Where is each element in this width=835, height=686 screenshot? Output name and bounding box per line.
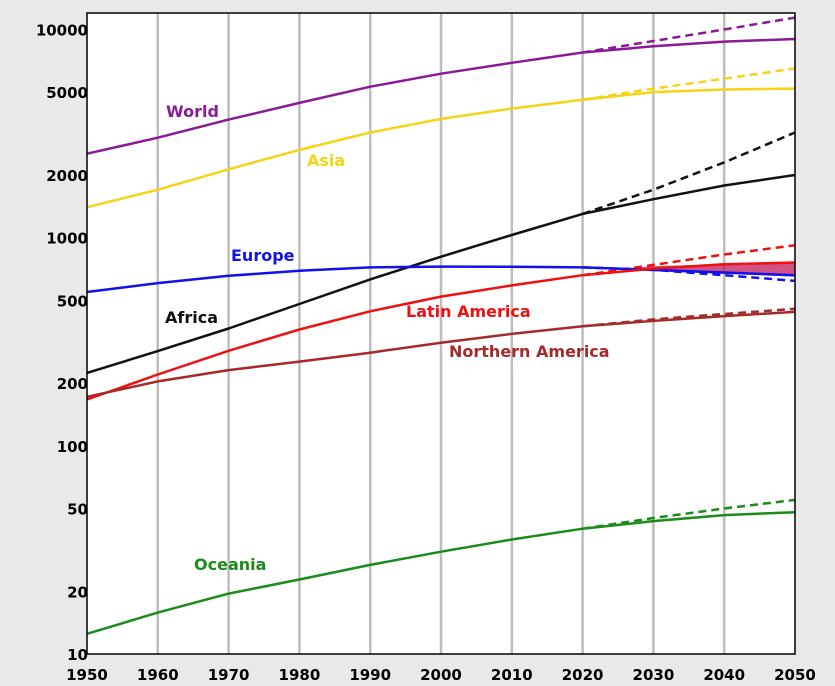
x-tick-label-1960: 1960	[137, 666, 179, 684]
series-label-oceania: Oceania	[194, 555, 266, 574]
plot-frame	[86, 12, 796, 655]
series-projection-high-oceania	[582, 498, 796, 530]
x-tick-label-1980: 1980	[279, 666, 321, 684]
series-label-latin-america: Latin America	[406, 302, 531, 321]
series-projection-low-europe	[582, 266, 796, 283]
series-projection-high-africa	[582, 131, 796, 216]
x-tick-label-2010: 2010	[491, 666, 533, 684]
x-tick-label-1990: 1990	[349, 666, 391, 684]
y-tick-label-20: 20	[67, 583, 88, 601]
x-tick-label-2050: 2050	[774, 666, 816, 684]
series-line-oceania	[86, 510, 796, 635]
series-label-africa: Africa	[165, 308, 218, 327]
series-labels: World Asia Africa Europe Latin America Northe…	[165, 102, 610, 574]
y-tick-label-2000: 2000	[46, 167, 88, 185]
y-tick-label-10: 10	[67, 646, 88, 664]
series-line-world	[86, 37, 796, 155]
series-line-northern-america	[86, 310, 796, 399]
series-label-europe: Europe	[231, 246, 295, 265]
series-label-world: World	[166, 102, 219, 121]
y-tick-labels: 10 20 50 100 200 500 1000 2000 5000 10000	[36, 21, 88, 664]
series-label-northern-america: Northern America	[449, 342, 610, 361]
y-tick-label-200: 200	[57, 375, 88, 393]
x-tick-label-1970: 1970	[208, 666, 250, 684]
x-tick-label-2020: 2020	[562, 666, 604, 684]
series-lines-layer	[86, 37, 796, 635]
y-tick-label-1000: 1000	[46, 230, 88, 248]
series-line-latin-america	[86, 261, 796, 401]
x-tick-label-2040: 2040	[703, 666, 745, 684]
y-tick-label-500: 500	[57, 292, 88, 310]
projection-lines-layer	[582, 16, 796, 530]
series-projection-high-northern-america	[582, 307, 796, 328]
series-line-europe	[86, 265, 796, 294]
x-tick-label-1950: 1950	[66, 666, 108, 684]
y-tick-label-50: 50	[67, 500, 88, 518]
series-label-asia: Asia	[307, 151, 345, 170]
y-tick-label-100: 100	[57, 438, 88, 456]
x-tick-label-2000: 2000	[420, 666, 462, 684]
series-projection-high-latin-america	[582, 243, 796, 277]
series-line-africa	[86, 173, 796, 375]
series-projection-high-asia	[582, 67, 796, 101]
x-tick-label-2030: 2030	[633, 666, 675, 684]
series-projection-high-world	[582, 16, 796, 54]
series-line-asia	[86, 87, 796, 209]
x-tick-labels: 1950 1960 1970 1980 1990 2000 2010 2020 2030 2040…	[66, 666, 816, 684]
y-tick-label-5000: 5000	[46, 84, 88, 102]
y-tick-label-10000: 10000	[36, 21, 88, 39]
